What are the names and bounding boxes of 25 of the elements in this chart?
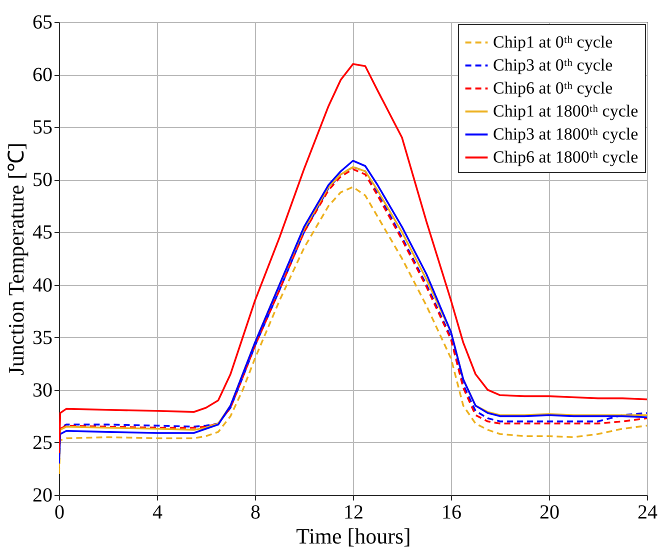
y-tick-label: 60 [32, 64, 52, 86]
x-tick-label: 12 [344, 502, 364, 524]
y-axis-title: Junction Temperature [℃] [4, 142, 28, 376]
legend-label: Chip1 at 1800ᵗʰ cycle [493, 102, 638, 120]
legend-label: Chip3 at 1800ᵗʰ cycle [493, 124, 638, 144]
y-tick-label: 55 [32, 116, 52, 139]
y-tick-label: 30 [32, 379, 52, 402]
x-tick-label: 16 [442, 502, 462, 524]
x-tick-label: 0 [54, 502, 64, 524]
legend-label: Chip6 at 0ᵗʰ cycle [493, 78, 613, 98]
x-tick-label: 20 [540, 502, 560, 524]
legend-label: Chip3 at 0ᵗʰ cycle [493, 56, 613, 74]
y-tick-label: 65 [32, 12, 52, 34]
y-tick-label: 20 [32, 484, 52, 506]
y-tick-label: 50 [32, 169, 52, 192]
x-axis-title: Time [hours] [296, 524, 411, 548]
y-tick-label: 25 [32, 432, 52, 454]
legend-label: Chip1 at 0ᵗʰ cycle [493, 32, 613, 52]
y-tick-label: 40 [32, 274, 52, 296]
legend-label: Chip6 at 1800ᵗʰ cycle [493, 148, 638, 166]
x-tick-label: 8 [250, 502, 260, 524]
y-tick-label: 35 [32, 326, 52, 349]
x-tick-label: 4 [152, 502, 162, 524]
y-tick-label: 45 [32, 222, 52, 244]
x-tick-label: 24 [638, 502, 658, 524]
